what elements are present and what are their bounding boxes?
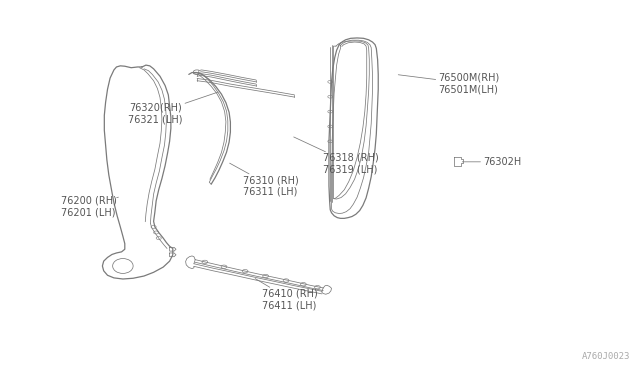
Text: A760J0023: A760J0023 (582, 352, 630, 361)
Text: 76200 (RH)
76201 (LH): 76200 (RH) 76201 (LH) (61, 196, 118, 217)
Text: 76318 (RH)
76319 (LH): 76318 (RH) 76319 (LH) (294, 137, 379, 174)
Text: 76310 (RH)
76311 (LH): 76310 (RH) 76311 (LH) (230, 163, 299, 197)
Text: 76500M(RH)
76501M(LH): 76500M(RH) 76501M(LH) (398, 73, 500, 94)
Polygon shape (454, 157, 463, 166)
Text: 76410 (RH)
76411 (LH): 76410 (RH) 76411 (LH) (255, 279, 318, 310)
Polygon shape (186, 256, 195, 269)
Polygon shape (102, 65, 173, 279)
Polygon shape (329, 38, 378, 218)
Text: 76302H: 76302H (462, 157, 522, 167)
Polygon shape (189, 73, 230, 184)
Polygon shape (322, 285, 332, 294)
Text: 76320(RH)
76321 (LH): 76320(RH) 76321 (LH) (128, 92, 218, 124)
